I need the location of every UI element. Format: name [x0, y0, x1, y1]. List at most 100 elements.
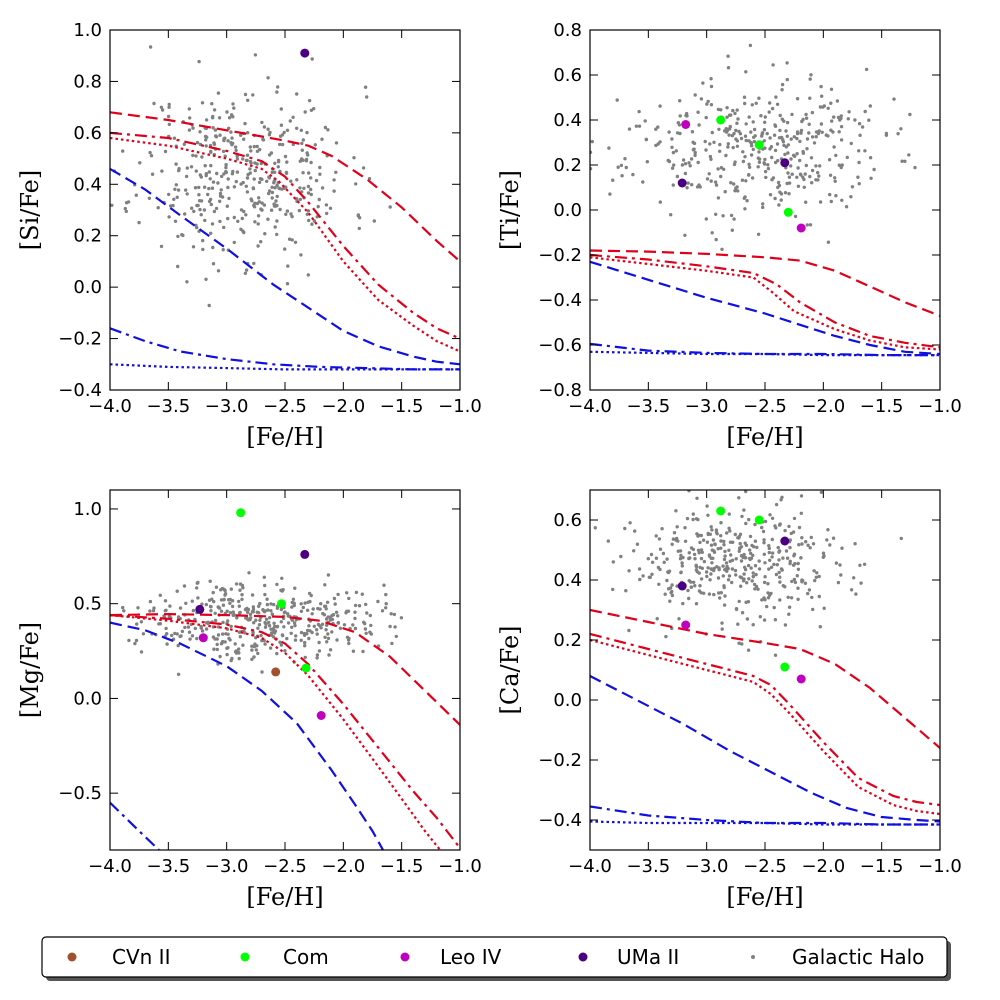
halo-star-point — [798, 158, 802, 163]
halo-star-point — [306, 184, 311, 189]
point-leo-iv — [796, 223, 806, 233]
halo-star-point — [293, 586, 297, 590]
halo-star-point — [227, 116, 232, 120]
halo-star-point — [835, 99, 840, 103]
halo-star-point — [210, 222, 215, 226]
halo-star-point — [722, 539, 726, 544]
halo-star-point — [194, 154, 198, 158]
halo-star-point — [309, 192, 313, 197]
halo-star-point — [192, 209, 196, 214]
halo-star-point — [687, 161, 691, 165]
halo-star-point — [202, 208, 207, 212]
halo-star-point — [176, 672, 181, 676]
halo-star-point — [696, 160, 700, 165]
halo-star-point — [306, 273, 310, 277]
halo-star-point — [734, 137, 738, 141]
halo-star-point — [293, 623, 297, 628]
halo-star-point — [747, 517, 751, 522]
halo-star-point — [654, 127, 658, 131]
legend: CVn II Com Leo IV UMa II Galactic Halo — [41, 936, 951, 981]
halo-star-point — [175, 632, 179, 636]
y-axis-title: [Si/Fe] — [16, 170, 44, 250]
halo-star-point — [774, 572, 779, 577]
halo-star-point — [302, 633, 307, 637]
halo-star-point — [210, 102, 214, 106]
halo-star-point — [714, 528, 719, 532]
halo-star-point — [762, 541, 766, 545]
halo-star-point — [328, 615, 332, 619]
halo-star-point — [141, 632, 146, 636]
halo-star-point — [730, 567, 735, 571]
halo-star-point — [717, 127, 721, 131]
halo-star-point — [828, 543, 832, 547]
halo-star-point — [856, 175, 860, 179]
halo-star-point — [303, 655, 307, 660]
halo-star-point — [709, 525, 713, 529]
halo-star-point — [275, 183, 279, 188]
halo-star-point — [691, 517, 695, 522]
halo-star-point — [753, 134, 757, 138]
halo-star-point — [225, 204, 229, 208]
halo-star-point — [221, 632, 225, 636]
halo-star-point — [829, 199, 833, 204]
point-com — [754, 515, 764, 525]
halo-star-point — [221, 149, 226, 154]
halo-star-point — [185, 166, 189, 170]
halo-star-point — [773, 196, 777, 201]
halo-star-point — [680, 163, 685, 167]
halo-star-point — [853, 542, 857, 546]
halo-star-point — [280, 633, 285, 637]
halo-star-point — [808, 546, 812, 550]
halo-star-point — [212, 142, 217, 146]
halo-star-point — [742, 552, 746, 557]
plot-area — [590, 43, 940, 357]
halo-star-point — [693, 150, 697, 155]
y-tick-label: 0.6 — [553, 65, 582, 86]
halo-star-point — [310, 630, 314, 635]
halo-star-point — [660, 527, 664, 531]
halo-star-point — [334, 141, 339, 145]
halo-star-point — [257, 200, 261, 204]
halo-star-point — [221, 248, 225, 252]
halo-star-point — [195, 636, 199, 641]
halo-star-point — [353, 626, 358, 631]
halo-star-point — [156, 206, 160, 210]
halo-star-point — [686, 181, 690, 185]
halo-star-point — [801, 149, 805, 154]
halo-star-point — [858, 133, 862, 137]
halo-star-point — [643, 119, 647, 123]
halo-star-point — [255, 149, 260, 153]
y-tick-label: 0.2 — [553, 630, 582, 651]
halo-star-point — [763, 115, 767, 119]
halo-star-point — [168, 604, 172, 608]
halo-star-point — [273, 624, 277, 629]
halo-star-point — [777, 183, 782, 188]
halo-star-point — [815, 571, 819, 575]
halo-star-point — [740, 514, 744, 519]
halo-star-point — [732, 162, 737, 167]
halo-star-point — [847, 110, 851, 114]
halo-star-point — [264, 617, 269, 621]
halo-star-point — [238, 635, 242, 639]
halo-star-point — [251, 186, 255, 190]
halo-star-point — [683, 162, 688, 166]
halo-star-point — [222, 597, 226, 602]
halo-star-point — [799, 131, 803, 135]
halo-star-point — [299, 253, 303, 257]
halo-star-point — [280, 187, 284, 191]
halo-star-point — [811, 607, 815, 612]
halo-star-point — [292, 621, 297, 625]
halo-star-point — [357, 216, 362, 220]
halo-star-point — [741, 150, 745, 154]
halo-star-point — [174, 162, 178, 166]
halo-star-point — [209, 609, 213, 613]
halo-star-point — [683, 539, 688, 543]
halo-star-point — [301, 138, 305, 142]
halo-star-point — [713, 542, 717, 547]
halo-star-point — [744, 70, 748, 74]
halo-star-point — [323, 583, 327, 587]
halo-star-point — [747, 115, 751, 119]
halo-star-point — [762, 128, 767, 132]
halo-star-point — [831, 130, 835, 134]
halo-star-point — [306, 153, 310, 157]
